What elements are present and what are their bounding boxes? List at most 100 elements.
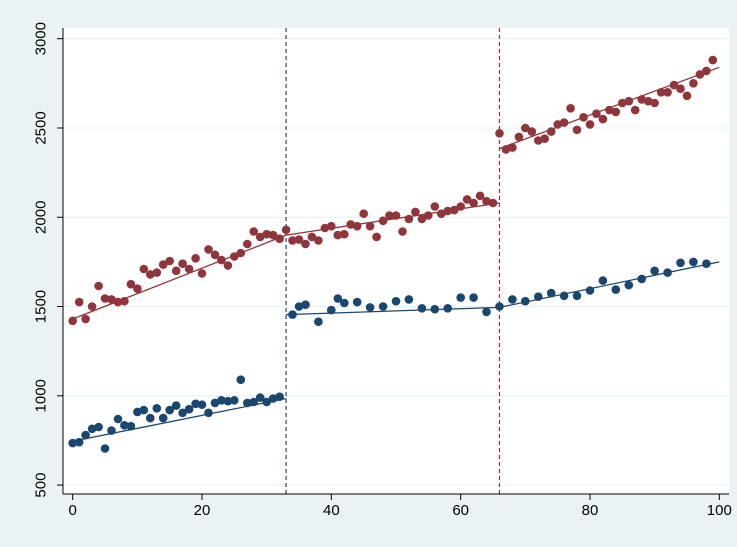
data-point: [294, 235, 304, 244]
data-point: [352, 221, 362, 231]
data-point: [592, 109, 601, 118]
data-point: [133, 284, 142, 294]
data-point: [501, 145, 511, 154]
data-point: [359, 209, 369, 218]
data-point: [488, 198, 498, 208]
data-point: [288, 236, 297, 245]
data-point: [87, 302, 97, 311]
data-point: [378, 302, 388, 311]
data-point: [514, 132, 524, 142]
y-tick-label: 2500: [33, 111, 50, 144]
data-point: [333, 230, 343, 240]
data-point: [559, 291, 569, 301]
data-point: [456, 293, 466, 302]
data-point: [340, 298, 349, 308]
gridlines: [63, 38, 729, 486]
data-point: [443, 304, 453, 313]
data-point: [624, 96, 634, 106]
fit-line: [286, 306, 500, 316]
data-point: [637, 95, 646, 104]
data-point: [217, 396, 226, 405]
x-tick-label: 60: [452, 502, 469, 519]
x-tick-label: 20: [194, 502, 211, 519]
data-point: [126, 421, 136, 431]
data-point: [650, 98, 659, 108]
data-point: [430, 202, 440, 211]
data-point: [184, 404, 194, 414]
data-point: [249, 397, 258, 407]
data-point: [68, 316, 77, 326]
data-point: [204, 408, 213, 418]
data-point: [262, 229, 272, 239]
data-point: [204, 245, 213, 254]
data-point: [521, 123, 530, 133]
data-point: [495, 302, 504, 311]
data-point: [391, 211, 401, 220]
data-point: [249, 227, 258, 236]
data-point: [585, 120, 595, 129]
data-point: [230, 396, 239, 405]
data-point: [456, 202, 466, 211]
data-point: [663, 88, 672, 97]
data-point: [333, 294, 343, 303]
data-point: [294, 302, 304, 311]
data-point: [424, 211, 433, 220]
data-point: [327, 221, 336, 231]
data-point: [171, 401, 181, 410]
data-point: [682, 91, 692, 101]
data-point: [462, 195, 472, 204]
data-point: [94, 281, 103, 291]
x-tick-label: 0: [69, 502, 77, 519]
data-point: [695, 70, 705, 79]
data-point: [340, 229, 349, 239]
y-tick-label: 1000: [33, 379, 50, 412]
data-point: [663, 268, 672, 277]
data-point: [139, 405, 149, 415]
data-point: [152, 404, 162, 413]
data-point: [288, 310, 297, 319]
data-point: [689, 257, 698, 267]
data-point: [81, 314, 90, 324]
data-point: [656, 88, 666, 97]
data-point: [708, 55, 718, 65]
data-point: [559, 118, 569, 127]
data-point: [689, 79, 698, 88]
data-point: [301, 239, 310, 249]
data-point: [475, 191, 485, 201]
data-point: [126, 279, 136, 289]
data-point: [508, 143, 517, 152]
data-point: [165, 256, 174, 266]
data-point: [624, 280, 634, 290]
data-point: [314, 236, 323, 245]
data-point: [139, 264, 149, 274]
data-point: [404, 295, 414, 304]
data-point: [546, 288, 556, 298]
data-point: [236, 248, 246, 258]
data-point: [676, 258, 685, 268]
data-point: [113, 414, 123, 424]
data-point: [74, 437, 84, 447]
data-point: [255, 393, 265, 402]
data-point: [546, 127, 556, 136]
data-point: [630, 105, 640, 115]
data-point: [372, 232, 381, 242]
data-point: [243, 239, 252, 249]
data-point: [637, 274, 646, 284]
data-point: [327, 305, 336, 315]
data-point: [158, 260, 168, 269]
data-point: [534, 292, 543, 302]
data-point: [146, 413, 155, 423]
data-point: [365, 303, 375, 312]
data-point: [275, 392, 284, 402]
data-point: [68, 438, 77, 448]
data-point: [676, 84, 685, 93]
data-point: [178, 408, 187, 418]
data-point: [184, 264, 194, 274]
data-point: [572, 291, 582, 301]
data-point: [398, 227, 407, 236]
data-point: [540, 134, 549, 143]
data-point: [158, 413, 168, 423]
data-point: [230, 252, 239, 261]
data-point: [598, 276, 608, 285]
